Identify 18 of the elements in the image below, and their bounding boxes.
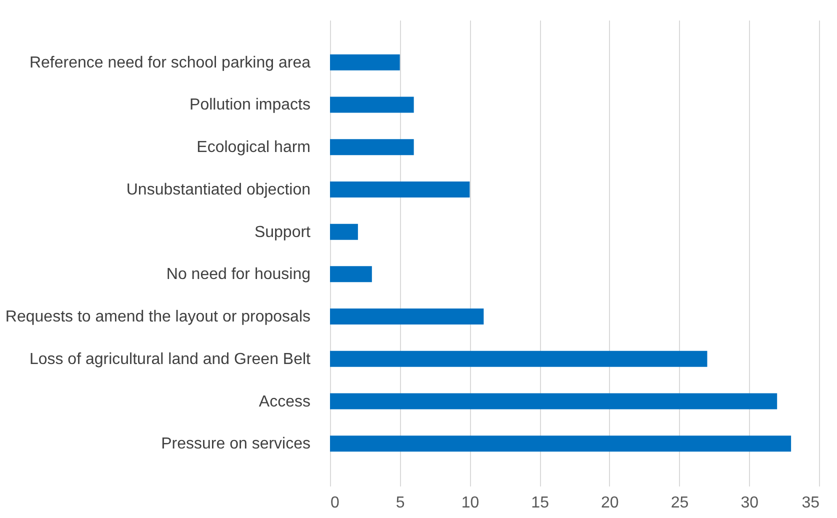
- x-tick-label: 30: [740, 494, 759, 512]
- y-tick-label: Ecological harm: [196, 139, 310, 156]
- y-tick-label: Pressure on services: [161, 436, 310, 453]
- y-tick-label: Access: [258, 393, 310, 410]
- y-tick-label: Reference need for school parking area: [29, 54, 311, 72]
- x-tick-label: 10: [461, 494, 480, 512]
- x-tick-label: 20: [601, 494, 619, 512]
- y-tick-label: Pollution impacts: [190, 96, 310, 114]
- x-tick-label: 5: [396, 494, 405, 512]
- y-tick-label: Loss of agricultural land and Green Belt: [29, 350, 312, 368]
- x-tick-label: 15: [531, 494, 550, 512]
- y-tick-label: Unsubstantiated objection: [126, 181, 310, 198]
- y-tick-label: Support: [254, 224, 312, 241]
- y-tick-label: No need for housing: [166, 266, 310, 284]
- y-tick-label: Requests to amend the layout or proposals: [5, 308, 310, 326]
- x-tick-label: 35: [802, 494, 820, 512]
- x-tick-label: 0: [330, 494, 340, 512]
- x-tick-label: 25: [670, 494, 689, 512]
